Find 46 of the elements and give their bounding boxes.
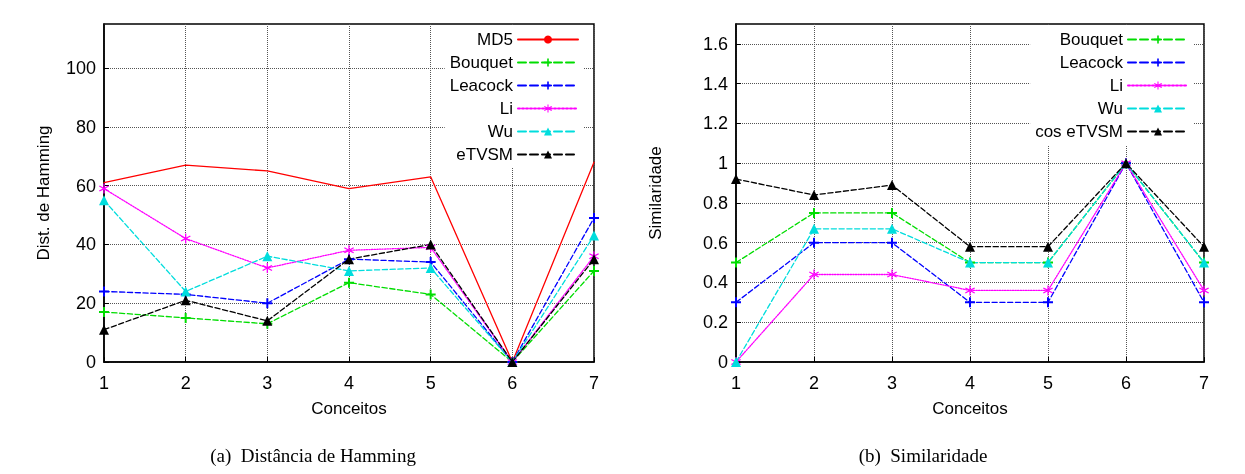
- x-tick-label: 6: [1120, 373, 1132, 393]
- x-tick-label: 5: [1042, 373, 1054, 393]
- y-tick-label: 100: [65, 58, 96, 79]
- x-tick-label: 7: [1198, 373, 1210, 393]
- legend-label: Leacock: [1059, 53, 1124, 72]
- x-tick-label: 5: [425, 373, 436, 393]
- y-tick-label: 0: [85, 352, 96, 372]
- legend-label: cos eTVSM: [1035, 122, 1123, 141]
- y-tick-label: 0.6: [702, 232, 728, 253]
- x-tick-label: 2: [808, 373, 820, 393]
- x-tick-label: 4: [343, 373, 355, 393]
- y-tick-label: 0.4: [702, 272, 728, 293]
- y-tick-label: 20: [75, 293, 96, 314]
- legend-label: Bouquet: [449, 53, 514, 72]
- text: (b) Similaridade: [858, 445, 988, 467]
- legend-label: Li: [1109, 76, 1123, 95]
- x-axis-title: Conceitos: [932, 399, 1008, 418]
- x-tick-label: 4: [964, 373, 976, 393]
- legend-label: eTVSM: [456, 145, 513, 164]
- y-tick-label: 1.4: [702, 73, 728, 94]
- x-tick-label: 1: [98, 373, 110, 393]
- x-tick-label: 1: [730, 373, 742, 393]
- legend-label: Leacock: [449, 76, 514, 95]
- x-axis-title: Conceitos: [311, 399, 387, 418]
- x-tick-label: 2: [180, 373, 191, 393]
- legend-label: Wu: [1097, 99, 1123, 118]
- legend-label: Li: [499, 99, 513, 118]
- legend-label: Wu: [487, 122, 513, 141]
- y-tick-label: 0.8: [702, 192, 728, 213]
- y-axis-title: Similaridade: [646, 146, 665, 240]
- y-tick-label: 1: [717, 153, 728, 174]
- y-tick-label: 60: [75, 175, 96, 196]
- y-tick-label: 1.6: [702, 33, 728, 54]
- y-tick-label: 0: [717, 352, 728, 372]
- y-axis-title: Dist. de Hamming: [34, 125, 53, 261]
- x-tick-label: 3: [262, 373, 273, 393]
- x-tick-label: 6: [507, 373, 518, 393]
- x-tick-label: 7: [588, 373, 600, 393]
- y-tick-label: 40: [75, 234, 96, 255]
- y-tick-label: 80: [75, 116, 96, 137]
- text: (a) Distância de Hamming: [210, 445, 417, 467]
- y-tick-label: 0.2: [702, 312, 728, 333]
- x-tick-label: 3: [886, 373, 898, 393]
- y-tick-label: 1.2: [702, 113, 728, 134]
- legend-label: Bouquet: [1059, 30, 1124, 49]
- legend-label: MD5: [477, 30, 513, 49]
